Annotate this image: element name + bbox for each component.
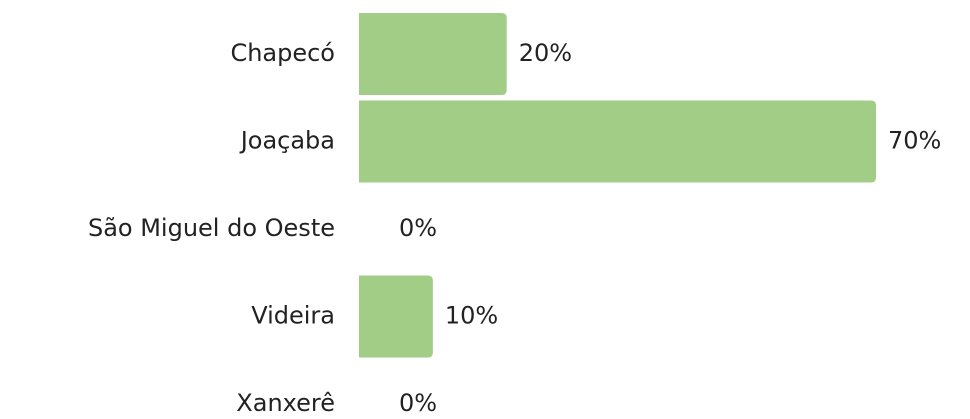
value-label: 0%	[399, 214, 437, 242]
category-label: Joaçaba	[239, 127, 335, 155]
bar	[359, 275, 433, 358]
value-label: 10%	[445, 302, 498, 330]
category-label: Videira	[251, 302, 335, 330]
value-label: 70%	[888, 127, 941, 155]
category-label: Chapecó	[230, 39, 335, 67]
category-label: São Miguel do Oeste	[88, 214, 335, 242]
value-label: 0%	[399, 389, 437, 417]
category-label: Xanxerê	[236, 389, 335, 417]
bar	[359, 100, 876, 183]
value-label: 20%	[519, 39, 572, 67]
bar	[359, 13, 507, 95]
